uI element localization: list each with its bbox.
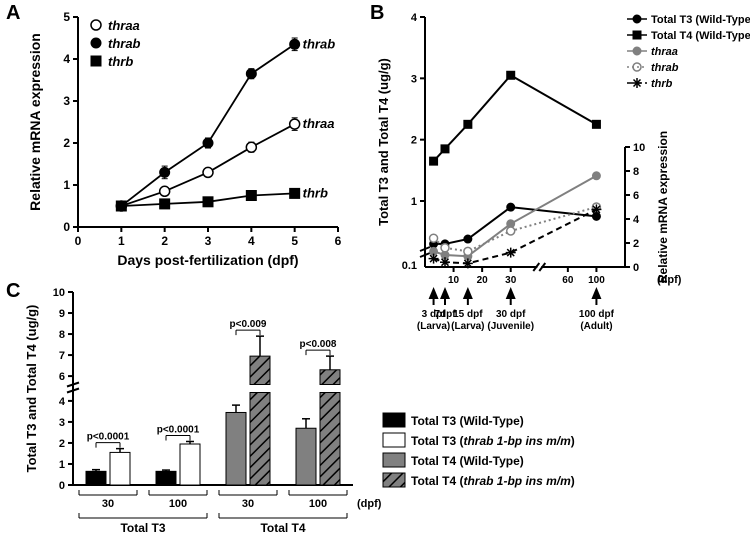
svg-text:0: 0 <box>59 480 65 492</box>
svg-text:p<0.0001: p<0.0001 <box>157 424 200 435</box>
svg-text:4: 4 <box>411 12 418 24</box>
svg-text:2: 2 <box>63 136 70 150</box>
svg-text:thrab: thrab <box>651 62 679 74</box>
svg-text:Days post-fertilization (dpf): Days post-fertilization (dpf) <box>117 252 298 268</box>
svg-text:Total T3 (Wild-Type): Total T3 (Wild-Type) <box>651 14 750 26</box>
svg-text:thraa: thraa <box>651 46 678 58</box>
figure-container: A 0123450123456Relative mRNA expressionD… <box>0 0 750 555</box>
svg-text:0: 0 <box>633 262 639 274</box>
svg-text:3: 3 <box>411 73 417 85</box>
svg-text:3: 3 <box>205 234 212 248</box>
svg-text:Relative mRNA expression: Relative mRNA expression <box>27 33 43 211</box>
svg-text:100: 100 <box>169 498 187 510</box>
svg-text:30: 30 <box>102 498 114 510</box>
svg-text:thrab: thrab <box>108 36 141 51</box>
svg-text:3: 3 <box>59 417 65 429</box>
svg-text:thraa: thraa <box>303 116 335 131</box>
svg-text:thrab: thrab <box>303 36 336 51</box>
svg-text:Total T4: Total T4 <box>260 521 305 535</box>
svg-text:1: 1 <box>63 178 70 192</box>
panel-a-chart: 0 1 2 3 4 5 0 1 2 3 4 5 6 Relative mRNA expression Day… <box>18 2 348 272</box>
svg-text:10: 10 <box>53 287 65 299</box>
svg-text:30: 30 <box>242 498 254 510</box>
svg-text:Total T3 and Total T4 (ug/g): Total T3 and Total T4 (ug/g) <box>376 58 391 226</box>
svg-text:6: 6 <box>633 190 639 202</box>
svg-text:Total T3 and Total T4 (ug/g): Total T3 and Total T4 (ug/g) <box>24 305 39 473</box>
svg-text:8: 8 <box>59 329 65 341</box>
svg-text:Total T3 (Wild-Type): Total T3 (Wild-Type) <box>411 414 524 428</box>
svg-text:0: 0 <box>75 234 82 248</box>
svg-text:7: 7 <box>59 350 65 362</box>
svg-text:1: 1 <box>59 459 65 471</box>
svg-text:thraa: thraa <box>108 18 140 33</box>
svg-text:Total T3: Total T3 <box>120 521 165 535</box>
svg-text:6: 6 <box>335 234 342 248</box>
svg-text:Total T4 (thrab 1-bp ins m/m): Total T4 (thrab 1-bp ins m/m) <box>411 474 575 488</box>
svg-text:p<0.009: p<0.009 <box>230 319 267 330</box>
svg-text:2: 2 <box>161 234 168 248</box>
svg-text:(dpf): (dpf) <box>357 498 382 510</box>
svg-text:2: 2 <box>59 438 65 450</box>
svg-text:3: 3 <box>63 94 70 108</box>
svg-text:6: 6 <box>59 371 65 383</box>
svg-text:Total T4 (Wild-Type): Total T4 (Wild-Type) <box>651 30 750 42</box>
svg-text:2: 2 <box>411 135 417 147</box>
svg-text:5: 5 <box>63 10 70 24</box>
svg-text:thrb: thrb <box>303 185 328 200</box>
svg-text:0.1: 0.1 <box>402 260 417 272</box>
svg-text:Relative mRNA expression: Relative mRNA expression <box>656 131 670 283</box>
svg-text:1: 1 <box>118 234 125 248</box>
svg-text:p<0.008: p<0.008 <box>300 339 337 350</box>
svg-text:9: 9 <box>59 308 65 320</box>
svg-text:1: 1 <box>411 196 417 208</box>
svg-text:thrb: thrb <box>108 54 133 69</box>
svg-text:Total T4 (Wild-Type): Total T4 (Wild-Type) <box>411 454 524 468</box>
svg-text:thrb: thrb <box>651 78 673 90</box>
svg-text:4: 4 <box>63 52 70 66</box>
svg-text:4: 4 <box>633 214 640 226</box>
svg-text:10: 10 <box>633 142 645 154</box>
svg-text:4: 4 <box>248 234 255 248</box>
panel-c-chart: 0 1 2 3 4 6 7 8 9 10 Total T3 and Total T4 (ug/g) p… <box>18 280 750 550</box>
svg-text:5: 5 <box>291 234 298 248</box>
svg-text:2: 2 <box>633 238 639 250</box>
svg-text:8: 8 <box>633 166 639 178</box>
svg-text:4: 4 <box>59 396 66 408</box>
svg-text:Total T3 (thrab 1-bp ins m/m): Total T3 (thrab 1-bp ins m/m) <box>411 434 575 448</box>
svg-text:0: 0 <box>63 220 70 234</box>
svg-text:p<0.0001: p<0.0001 <box>87 432 130 443</box>
svg-text:100: 100 <box>309 498 327 510</box>
